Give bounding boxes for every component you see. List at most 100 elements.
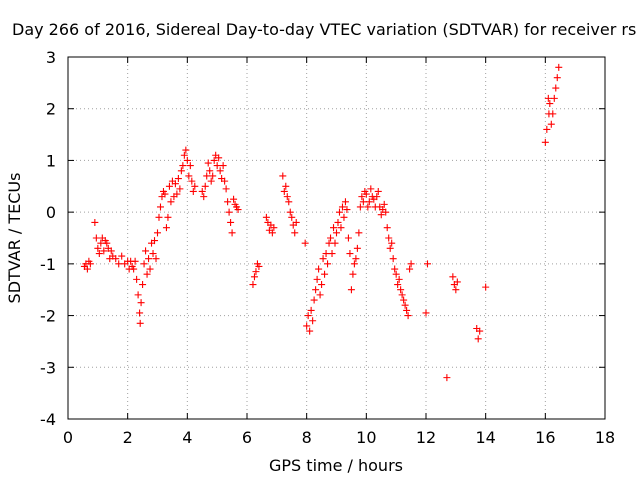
- data-point: [182, 146, 190, 154]
- data-point: [174, 175, 182, 183]
- data-point: [250, 273, 258, 281]
- data-point: [94, 244, 102, 252]
- data-point: [543, 125, 551, 133]
- data-point: [176, 185, 184, 193]
- data-point: [313, 275, 321, 283]
- data-point: [335, 208, 343, 216]
- y-tick-label: -1: [40, 255, 56, 274]
- data-point: [383, 224, 391, 232]
- data-point: [325, 239, 333, 247]
- data-point: [142, 247, 150, 255]
- data-point: [177, 167, 185, 175]
- data-point: [107, 247, 115, 255]
- data-point: [552, 84, 560, 92]
- data-point: [100, 247, 108, 255]
- data-point: [358, 193, 366, 201]
- data-point: [91, 218, 99, 226]
- data-point: [146, 265, 154, 273]
- data-point: [167, 198, 175, 206]
- data-point: [350, 260, 358, 268]
- data-point: [83, 265, 91, 273]
- data-point: [200, 193, 208, 201]
- data-point: [452, 286, 460, 294]
- data-point: [210, 156, 218, 164]
- data-point: [347, 286, 355, 294]
- data-point: [377, 211, 385, 219]
- grid: [68, 57, 605, 419]
- data-point: [362, 190, 370, 198]
- data-point: [112, 255, 120, 263]
- data-point: [309, 317, 317, 325]
- data-point: [183, 156, 191, 164]
- data-point: [316, 291, 324, 299]
- data-point: [136, 319, 144, 327]
- data-point: [392, 270, 400, 278]
- data-point: [262, 213, 270, 221]
- data-point: [139, 281, 147, 289]
- data-point: [92, 234, 100, 242]
- data-point: [143, 270, 151, 278]
- data-point: [406, 265, 414, 273]
- data-point: [137, 299, 145, 307]
- data-point: [140, 260, 148, 268]
- data-point: [227, 218, 235, 226]
- data-point: [312, 286, 320, 294]
- data-point: [555, 63, 563, 71]
- data-point: [333, 229, 340, 237]
- data-point: [213, 162, 221, 170]
- data-point: [118, 252, 126, 260]
- plot-frame: [67, 56, 606, 420]
- data-point: [341, 198, 349, 206]
- data-point: [292, 218, 300, 226]
- data-point: [321, 270, 329, 278]
- data-point: [225, 208, 233, 216]
- data-point: [201, 182, 209, 190]
- data-point: [401, 301, 409, 309]
- y-tick-label: -2: [40, 307, 56, 326]
- data-point: [95, 250, 103, 258]
- data-point: [315, 265, 323, 273]
- x-tick-label: 10: [356, 428, 376, 447]
- x-tick-label: 0: [63, 428, 73, 447]
- data-point: [356, 203, 364, 211]
- data-point: [164, 213, 172, 221]
- data-point: [355, 229, 363, 237]
- data-point: [179, 162, 187, 170]
- x-tick-label: 16: [535, 428, 555, 447]
- data-point: [443, 374, 451, 382]
- data-point: [318, 281, 326, 289]
- data-point: [307, 306, 315, 314]
- data-point: [288, 213, 296, 221]
- data-point: [219, 162, 227, 170]
- data-point: [386, 244, 394, 252]
- y-tick-label: 0: [46, 203, 56, 222]
- data-point: [391, 265, 399, 273]
- data-point: [340, 213, 348, 221]
- data-point: [385, 234, 393, 242]
- data-point: [301, 239, 309, 247]
- data-point: [306, 327, 314, 335]
- data-point: [180, 151, 188, 159]
- data-point: [453, 278, 461, 286]
- data-point: [234, 206, 242, 214]
- data-point: [403, 306, 411, 314]
- data-point: [374, 187, 382, 195]
- data-point: [249, 281, 257, 289]
- data-point: [319, 255, 327, 263]
- data-point: [221, 177, 229, 185]
- data-point: [130, 265, 138, 273]
- data-point: [474, 335, 482, 343]
- data-points: [80, 63, 563, 382]
- data-point: [359, 198, 367, 206]
- data-point: [344, 234, 352, 242]
- data-point: [224, 198, 232, 206]
- data-point: [133, 275, 141, 283]
- data-point: [353, 244, 361, 252]
- data-point: [388, 239, 396, 247]
- y-tick-label: -4: [40, 410, 56, 429]
- data-point: [131, 257, 139, 265]
- data-point: [327, 234, 335, 242]
- data-point: [186, 162, 194, 170]
